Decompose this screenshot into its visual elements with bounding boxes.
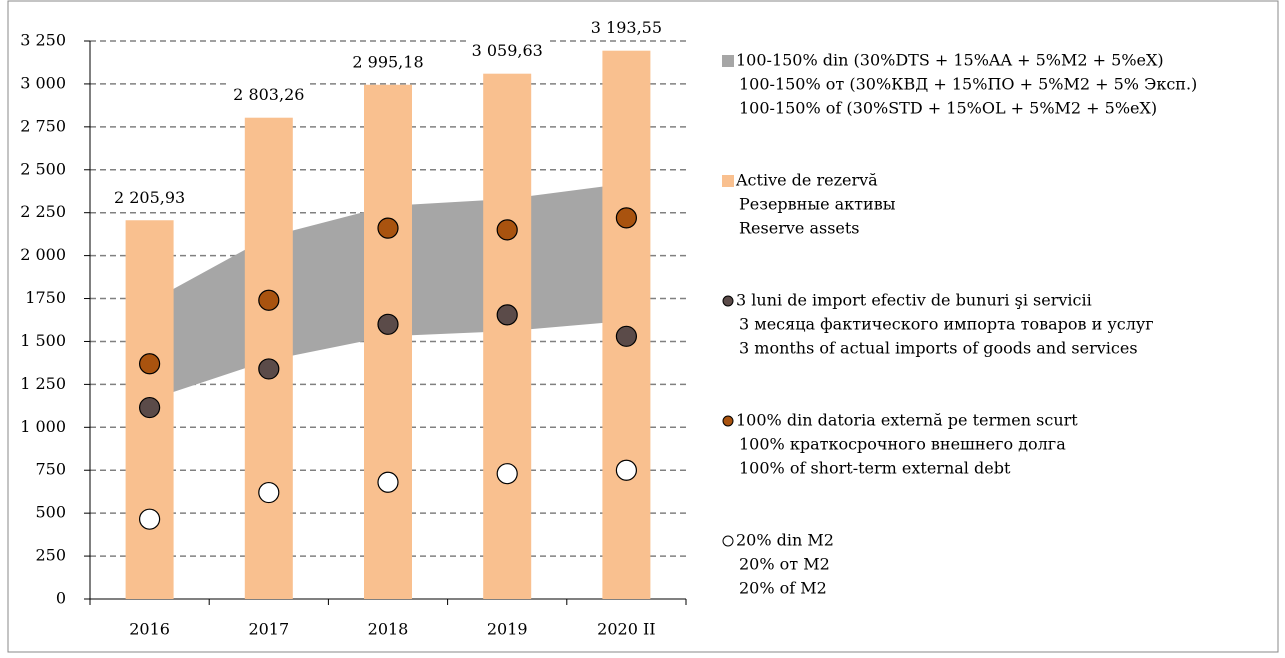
legend-label: 20% от M2 [739, 555, 830, 574]
dot [139, 353, 161, 375]
dot [139, 396, 161, 419]
legend-swatch [722, 295, 734, 307]
value-label-bg [109, 184, 190, 209]
dot [377, 471, 399, 493]
legend-label: 100-150% of (30%STD + 15%OL + 5%M2 + 5%e… [739, 99, 1157, 118]
y-tick-label: 250 [35, 546, 66, 565]
x-tick-label: 2019 [487, 620, 528, 639]
dot [258, 289, 280, 311]
bar [602, 50, 651, 600]
legend-label: 100-150% din (30%DTS + 15%AA + 5%M2 + 5%… [736, 51, 1164, 70]
legend-label: 100% of short-term external debt [739, 459, 1011, 478]
dot [615, 207, 638, 229]
y-tick-label: 1 500 [20, 331, 66, 350]
y-tick-label: 750 [35, 460, 66, 479]
dot [496, 463, 518, 485]
legend-swatch [722, 175, 734, 187]
x-tick-label: 2020 II [597, 620, 655, 639]
legend-label: 3 месяца фактического импорта товаров и … [739, 315, 1154, 334]
bar [483, 73, 532, 600]
y-tick-label: 1 000 [20, 417, 66, 436]
y-tick-label: 3 250 [20, 31, 66, 50]
dot [258, 358, 280, 380]
legend-swatch [722, 415, 734, 427]
value-label-bg [467, 37, 548, 62]
legend-label: 20% din M2 [736, 531, 834, 550]
value-label: 3 059,63 [472, 41, 543, 60]
y-tick-label: 2 750 [20, 116, 66, 135]
value-label: 3 193,55 [591, 18, 662, 37]
dot [377, 217, 399, 239]
value-label-bg [228, 81, 309, 106]
legend-label: 3 months of actual imports of goods and … [739, 339, 1138, 358]
dot [496, 219, 518, 241]
frame [7, 0, 1279, 653]
legend-label: 3 luni de import efectiv de bunuri şi se… [736, 291, 1092, 310]
legend-label: Active de rezervă [735, 171, 878, 190]
x-tick-label: 2017 [248, 620, 289, 639]
dot [377, 313, 399, 335]
value-label-bg [348, 48, 428, 73]
x-tick-label: 2016 [129, 620, 170, 639]
legend-label: 20% of M2 [739, 579, 827, 598]
legend-label: Reserve assets [739, 219, 860, 238]
legend-label: 100-150% от (30%КВД + 15%ПО + 5%M2 + 5% … [739, 75, 1197, 94]
dot [615, 459, 638, 481]
y-tick-label: 1750 [25, 288, 66, 307]
value-label: 2 803,26 [233, 85, 304, 104]
x-tick-label: 2018 [368, 620, 409, 639]
dot [496, 304, 518, 326]
dot [258, 481, 280, 504]
y-tick-label: 2 250 [20, 202, 66, 221]
dot [139, 508, 161, 530]
bar [364, 84, 412, 600]
dot [615, 325, 638, 347]
legend-label: 100% краткосрочного внешнего долга [739, 435, 1066, 454]
legend-swatch [722, 55, 734, 67]
y-tick-label: 3 000 [20, 73, 66, 92]
value-label-bg [586, 14, 667, 39]
y-tick-label: 2 000 [20, 245, 66, 264]
value-label: 2 995,18 [352, 52, 423, 71]
y-tick-label: 0 [56, 589, 66, 608]
value-label: 2 205,93 [114, 188, 185, 207]
y-tick-label: 500 [35, 503, 66, 522]
legend-swatch [722, 535, 734, 547]
legend-label: Резервные активы [739, 195, 896, 214]
y-tick-label: 1 250 [20, 374, 66, 393]
y-tick-label: 2 500 [20, 159, 66, 178]
legend-label: 100% din datoria externă pe termen scurt [736, 411, 1078, 430]
